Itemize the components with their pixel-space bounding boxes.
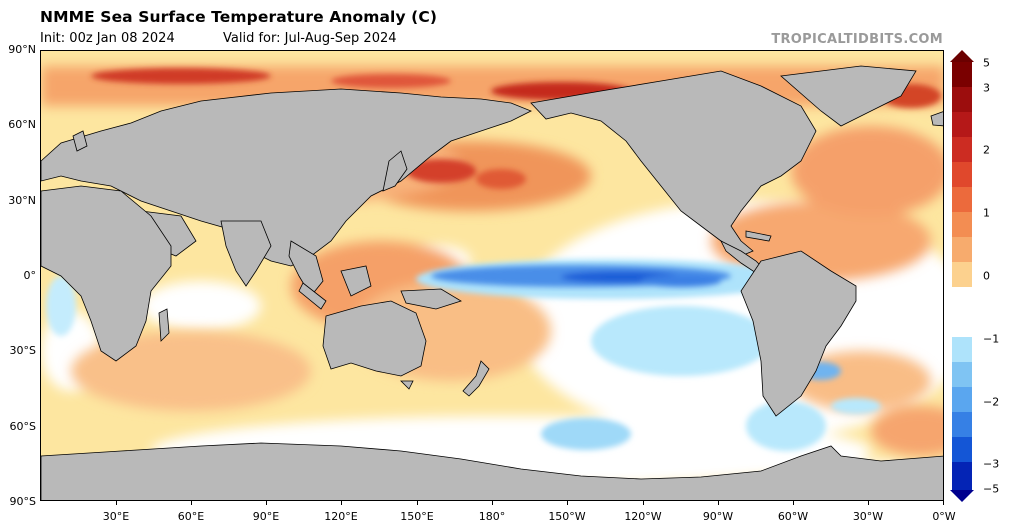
colorbar-seg <box>952 437 972 462</box>
x-tick <box>718 501 719 505</box>
sst-anomaly-map <box>40 50 944 501</box>
lon-label-90e: 90°E <box>252 510 280 523</box>
colorbar-seg <box>952 462 972 490</box>
madagascar <box>158 308 170 342</box>
colorbar-label-neg1: −1 <box>983 332 1000 346</box>
lon-label-120e: 120°E <box>324 510 358 523</box>
colorbar-graphic <box>950 50 974 502</box>
colorbar-label-5: 5 <box>983 56 990 70</box>
lat-label-90s: 90°S <box>9 495 36 508</box>
tasmania <box>400 380 414 390</box>
lon-label-150w: 150°W <box>548 510 586 523</box>
colorbar-seg <box>952 387 972 412</box>
new-guinea <box>400 288 462 310</box>
lat-label-60n: 60°N <box>8 118 36 131</box>
borneo <box>340 265 372 297</box>
south-america <box>740 250 857 417</box>
colorbar-seg <box>952 87 972 112</box>
greenland <box>780 65 917 127</box>
eurasia <box>41 88 532 267</box>
lon-label-180: 180° <box>478 510 506 523</box>
lon-label-60e: 60°E <box>177 510 205 523</box>
iceland <box>930 111 943 127</box>
colorbar-label-0: 0 <box>983 269 990 283</box>
x-tick <box>943 501 944 505</box>
colorbar <box>950 50 974 502</box>
colorbar-min-arrow <box>950 490 974 502</box>
chart-title: NMME Sea Surface Temperature Anomaly (C) <box>40 8 438 26</box>
colorbar-seg <box>952 287 972 337</box>
africa <box>41 185 172 362</box>
colorbar-seg <box>952 412 972 437</box>
colorbar-seg <box>952 212 972 237</box>
lat-label-60s: 60°S <box>9 420 36 433</box>
land-masses <box>41 65 943 500</box>
new-zealand <box>462 360 490 397</box>
x-tick <box>116 501 117 505</box>
lon-label-150e: 150°E <box>400 510 434 523</box>
colorbar-seg <box>952 262 972 287</box>
sumatra <box>298 282 327 310</box>
colorbar-label-neg2: −2 <box>983 395 1000 409</box>
lat-label-30s: 30°S <box>9 344 36 357</box>
x-tick <box>417 501 418 505</box>
lat-label-90n: 90°N <box>8 43 36 56</box>
colorbar-max-arrow <box>950 50 974 62</box>
x-tick <box>643 501 644 505</box>
lon-label-120w: 120°W <box>624 510 662 523</box>
x-tick <box>868 501 869 505</box>
colorbar-seg <box>952 112 972 137</box>
x-tick <box>793 501 794 505</box>
colorbar-label-3: 3 <box>983 81 990 95</box>
lon-label-30w: 30°W <box>852 510 884 523</box>
cuba <box>745 230 772 242</box>
colorbar-label-neg5: −5 <box>983 482 1000 496</box>
australia <box>322 300 427 377</box>
colorbar-label-2: 2 <box>983 143 990 157</box>
brand-watermark[interactable]: TROPICALTIDBITS.COM <box>771 32 943 47</box>
colorbar-seg <box>952 162 972 187</box>
colorbar-seg <box>952 187 972 212</box>
valid-period: Valid for: Jul-Aug-Sep 2024 <box>223 31 397 46</box>
lat-label-0: 0° <box>23 269 37 282</box>
lon-label-90w: 90°W <box>702 510 734 523</box>
antarctica <box>41 442 943 500</box>
colorbar-seg <box>952 237 972 262</box>
x-tick <box>191 501 192 505</box>
map-canvas <box>41 51 943 500</box>
x-tick <box>567 501 568 505</box>
lon-label-60w: 60°W <box>777 510 809 523</box>
lon-label-0w: 0°W <box>932 510 956 523</box>
india <box>220 220 272 287</box>
init-time: Init: 00z Jan 08 2024 <box>40 31 175 46</box>
british-isles <box>72 130 88 152</box>
x-tick <box>341 501 342 505</box>
lon-label-30e: 30°E <box>102 510 130 523</box>
colorbar-seg <box>952 337 972 362</box>
x-tick <box>266 501 267 505</box>
lat-label-30n: 30°N <box>8 194 36 207</box>
north-america <box>530 70 817 257</box>
colorbar-label-neg3: −3 <box>983 457 1000 471</box>
colorbar-seg <box>952 362 972 387</box>
colorbar-seg <box>952 62 972 87</box>
japan <box>382 150 408 192</box>
colorbar-seg <box>952 137 972 162</box>
colorbar-label-1: 1 <box>983 206 990 220</box>
strong-cool-regions <box>431 265 731 287</box>
